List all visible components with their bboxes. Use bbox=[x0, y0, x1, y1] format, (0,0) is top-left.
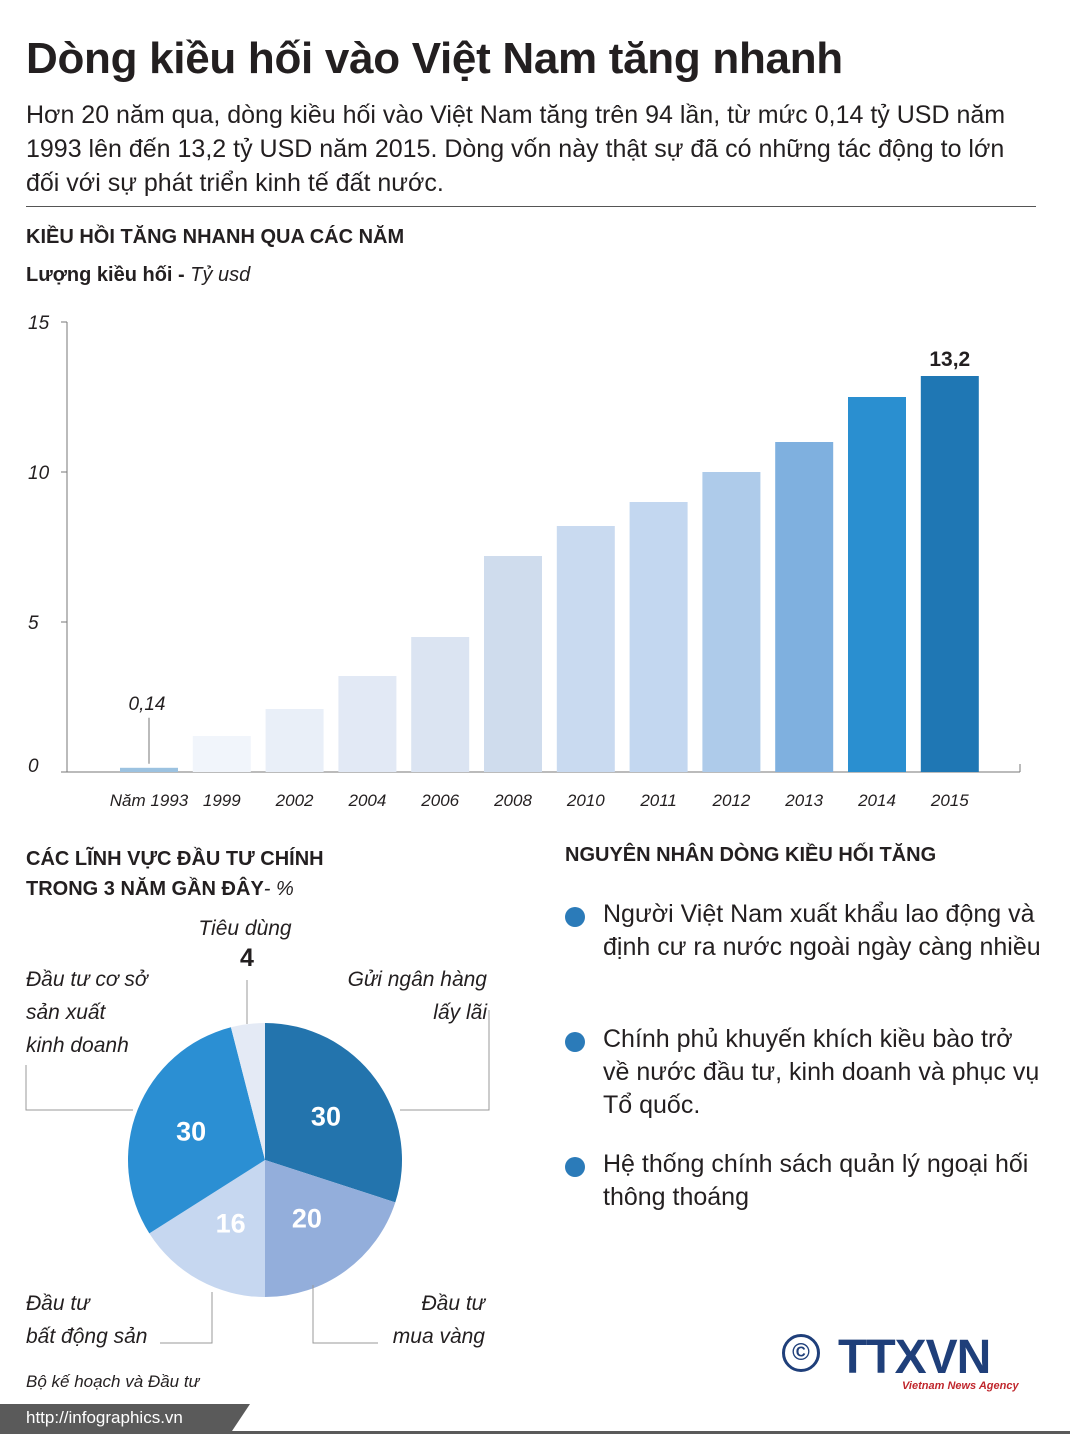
pie-slice-value: 30 bbox=[176, 1117, 206, 1147]
x-tick-label: 2004 bbox=[347, 791, 386, 810]
reason-text: Hệ thống chính sách quản lý ngoại hối th… bbox=[603, 1150, 1029, 1211]
pie-slice-label: Tiêu dùng bbox=[198, 917, 292, 940]
pie-slice-value: 16 bbox=[216, 1208, 246, 1238]
copyright-icon: © bbox=[782, 1334, 820, 1372]
bar bbox=[556, 526, 615, 772]
pie-slice-label: Đầu tư bbox=[421, 1292, 486, 1315]
pie-heading-line2-text: TRONG 3 NĂM GẦN ĐÂY bbox=[26, 878, 264, 900]
pie-heading-unit: - % bbox=[263, 878, 294, 900]
bar-chart-heading: KIỀU HỒI TĂNG NHANH QUA CÁC NĂM bbox=[26, 226, 405, 248]
bar bbox=[338, 676, 397, 772]
pie-slice-label: mua vàng bbox=[393, 1325, 486, 1348]
bar bbox=[775, 442, 834, 772]
bar bbox=[629, 502, 688, 772]
y-tick-label: 15 bbox=[28, 313, 50, 334]
x-tick-label: 1999 bbox=[203, 791, 241, 810]
footer-line bbox=[0, 1431, 1070, 1434]
bar bbox=[848, 397, 906, 772]
x-tick-label: 2010 bbox=[566, 791, 605, 810]
logo-subtitle: Vietnam News Agency bbox=[902, 1380, 1019, 1392]
pie-leader-line bbox=[312, 1285, 378, 1344]
x-tick-label: 2002 bbox=[275, 791, 314, 810]
pie-slice bbox=[265, 1160, 396, 1297]
pie-chart-heading: CÁC LĨNH VỰC ĐẦU TƯ CHÍNH TRONG 3 NĂM GẦ… bbox=[26, 844, 324, 904]
bullet-dot-icon bbox=[565, 907, 585, 927]
bar-data-label: 0,14 bbox=[129, 694, 166, 715]
bar bbox=[702, 472, 761, 772]
x-tick-label: Năm 1993 bbox=[110, 791, 189, 810]
x-tick-label: 2012 bbox=[711, 791, 750, 810]
ttxvn-logo: TTXVN bbox=[838, 1331, 991, 1384]
pie-slice bbox=[127, 1027, 265, 1234]
unit-label-text: Lượng kiều hối bbox=[26, 264, 173, 286]
bar-data-label: 13,2 bbox=[929, 348, 970, 371]
pie-slice-value: 4 bbox=[240, 944, 254, 972]
reasons-heading: NGUYÊN NHÂN DÒNG KIỀU HỐI TĂNG bbox=[565, 844, 937, 866]
pie-slice bbox=[265, 1023, 402, 1203]
unit-separator: - bbox=[172, 264, 191, 286]
x-tick-label: 2013 bbox=[784, 791, 823, 810]
pie-slice bbox=[149, 1160, 265, 1297]
x-tick-label: 2011 bbox=[639, 791, 677, 810]
x-tick-label: 2006 bbox=[420, 791, 459, 810]
x-tick-label: 2008 bbox=[493, 791, 532, 810]
bar bbox=[484, 556, 542, 772]
page-title: Dòng kiều hối vào Việt Nam tăng nhanh bbox=[26, 34, 843, 83]
pie-leader-line bbox=[400, 1010, 490, 1111]
pie-slice bbox=[230, 1023, 265, 1160]
bar bbox=[920, 376, 979, 772]
pie-slice-label: bất động sản bbox=[26, 1325, 147, 1348]
pie-leader-line bbox=[160, 1292, 213, 1344]
bar bbox=[265, 709, 324, 772]
footer-url-link[interactable]: http://infographics.vn bbox=[26, 1408, 183, 1427]
pie-slice-label: Đầu tư cơ sở bbox=[26, 968, 150, 991]
reason-item: Hệ thống chính sách quản lý ngoại hối th… bbox=[565, 1148, 1045, 1214]
footer-url-tab bbox=[0, 1404, 230, 1434]
intro-paragraph: Hơn 20 năm qua, dòng kiều hối vào Việt N… bbox=[26, 101, 1006, 197]
pie-slice-label: Đầu tư bbox=[26, 1292, 91, 1315]
bar bbox=[192, 736, 251, 772]
pie-chart: 30 20 16 30 Gửi ngân hàng lấy lãi Đầu tư mua và… bbox=[25, 917, 490, 1348]
bullet-dot-icon bbox=[565, 1157, 585, 1177]
y-tick-label: 5 bbox=[28, 613, 39, 634]
pie-slice-value: 20 bbox=[292, 1204, 322, 1234]
pie-slice-label: lấy lãi bbox=[433, 1001, 488, 1024]
x-tick-label: 2014 bbox=[857, 791, 896, 810]
bullet-dot-icon bbox=[565, 1032, 585, 1052]
bar-chart-unit-label: Lượng kiều hối - Tỷ usd bbox=[26, 264, 250, 287]
bar-chart: 0 5 10 15 Năm 1993 1999 2002 2004 2006 2008 2010 20… bbox=[28, 313, 1021, 810]
reason-item: Người Việt Nam xuất khẩu lao động và địn… bbox=[565, 898, 1045, 964]
footer-tab-angle bbox=[230, 1404, 250, 1434]
bar bbox=[411, 637, 470, 772]
source-note: Bộ kế hoạch và Đầu tư bbox=[26, 1372, 200, 1391]
pie-leader-line bbox=[25, 1065, 133, 1111]
y-tick-label: 10 bbox=[28, 463, 50, 484]
reason-text: Chính phủ khuyến khích kiều bào trở về n… bbox=[603, 1025, 1040, 1119]
pie-heading-line2: TRONG 3 NĂM GẦN ĐÂY- % bbox=[26, 874, 324, 904]
pie-heading-line1: CÁC LĨNH VỰC ĐẦU TƯ CHÍNH bbox=[26, 848, 324, 870]
x-tick-label: 2015 bbox=[930, 791, 969, 810]
divider bbox=[26, 206, 1036, 207]
pie-slice-label: sản xuất bbox=[26, 1001, 107, 1024]
pie-slice-value: 30 bbox=[311, 1102, 341, 1132]
reason-item: Chính phủ khuyến khích kiều bào trở về n… bbox=[565, 1023, 1045, 1122]
reason-text: Người Việt Nam xuất khẩu lao động và địn… bbox=[603, 900, 1041, 961]
y-tick-label: 0 bbox=[28, 756, 39, 777]
unit-text: Tỷ usd bbox=[190, 264, 251, 286]
bar bbox=[120, 767, 178, 772]
pie-slice-label: Gửi ngân hàng bbox=[348, 968, 488, 991]
pie-slice-label: kinh doanh bbox=[26, 1034, 129, 1057]
